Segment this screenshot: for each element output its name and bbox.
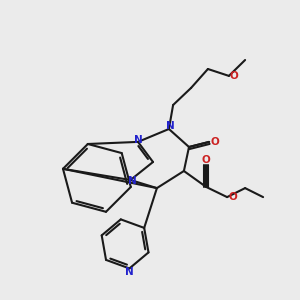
Text: N: N bbox=[134, 135, 142, 145]
Text: O: O bbox=[228, 192, 237, 202]
Text: N: N bbox=[166, 121, 175, 131]
Text: O: O bbox=[230, 71, 238, 81]
Text: O: O bbox=[202, 155, 211, 165]
Text: N: N bbox=[125, 267, 134, 277]
Text: O: O bbox=[210, 137, 219, 147]
Text: N: N bbox=[128, 176, 137, 187]
